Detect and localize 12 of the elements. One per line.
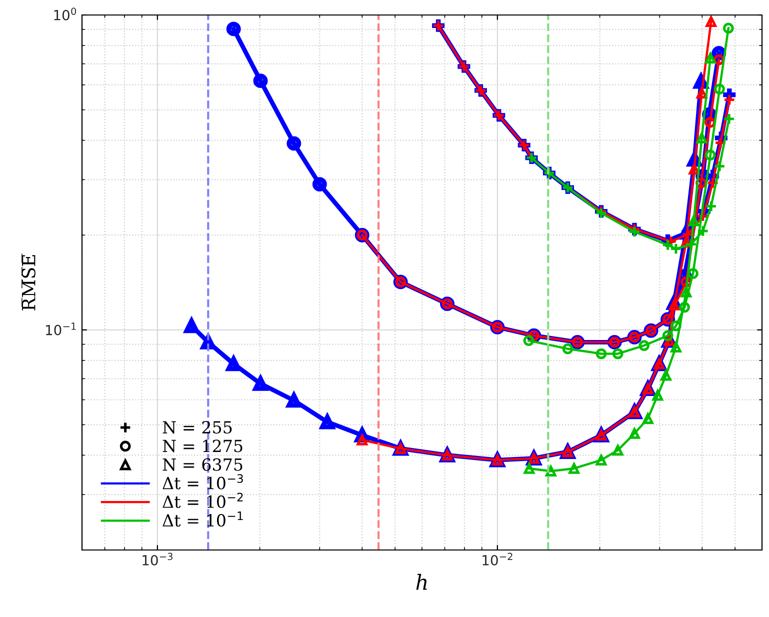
legend-label: N = 255 xyxy=(162,421,232,434)
x-axis-title: h xyxy=(416,574,427,590)
legend-label: N = 6375 xyxy=(162,458,242,471)
legend-label: N = 1275 xyxy=(162,440,242,452)
x-tick-label: 10$^{−2}$ xyxy=(482,552,512,566)
legend-label: Δt = 10$^{−3}$ xyxy=(162,474,243,490)
y-tick-label: 10$^{0}$ xyxy=(54,8,76,20)
y-tick-label: 10$^{−1}$ xyxy=(46,322,76,336)
legend-label: Δt = 10$^{−1}$ xyxy=(162,512,243,527)
x-tick-label: 10$^{−3}$ xyxy=(142,552,172,566)
y-axis-title: R̅M̅S̅E̅ xyxy=(22,254,36,310)
legend-label: Δt = 10$^{−2}$ xyxy=(162,492,243,508)
